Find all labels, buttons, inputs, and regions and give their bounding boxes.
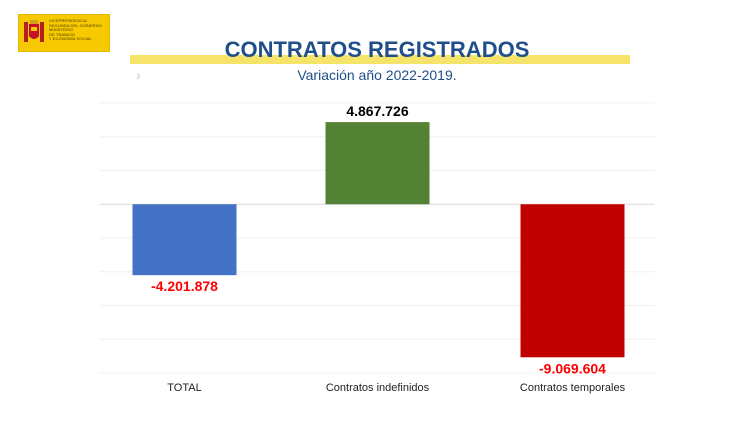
chart-subtitle: Variación año 2022-2019. [297, 67, 457, 83]
category-label-2: Contratos temporales [520, 382, 626, 394]
data-label-1: 4.867.726 [346, 103, 408, 119]
category-label-1: Contratos indefinidos [326, 382, 430, 394]
bar-2 [520, 204, 625, 358]
category-label-0: TOTAL [167, 382, 201, 394]
ministry-logo: VICEPRESIDENCIA SEGUNDA DEL GOBIERNO MIN… [18, 14, 110, 52]
bar-1 [325, 122, 430, 205]
title-highlight-band [130, 55, 630, 64]
bar-0 [132, 204, 237, 276]
coat-of-arms-icon [24, 20, 44, 42]
data-label-0: -4.201.878 [151, 278, 218, 294]
logo-text: VICEPRESIDENCIA SEGUNDA DEL GOBIERNO MIN… [49, 18, 102, 42]
chart-title: CONTRATOS REGISTRADOS [224, 37, 530, 62]
chevron-right-icon: › [136, 67, 141, 83]
data-label-2: -9.069.604 [539, 360, 606, 376]
